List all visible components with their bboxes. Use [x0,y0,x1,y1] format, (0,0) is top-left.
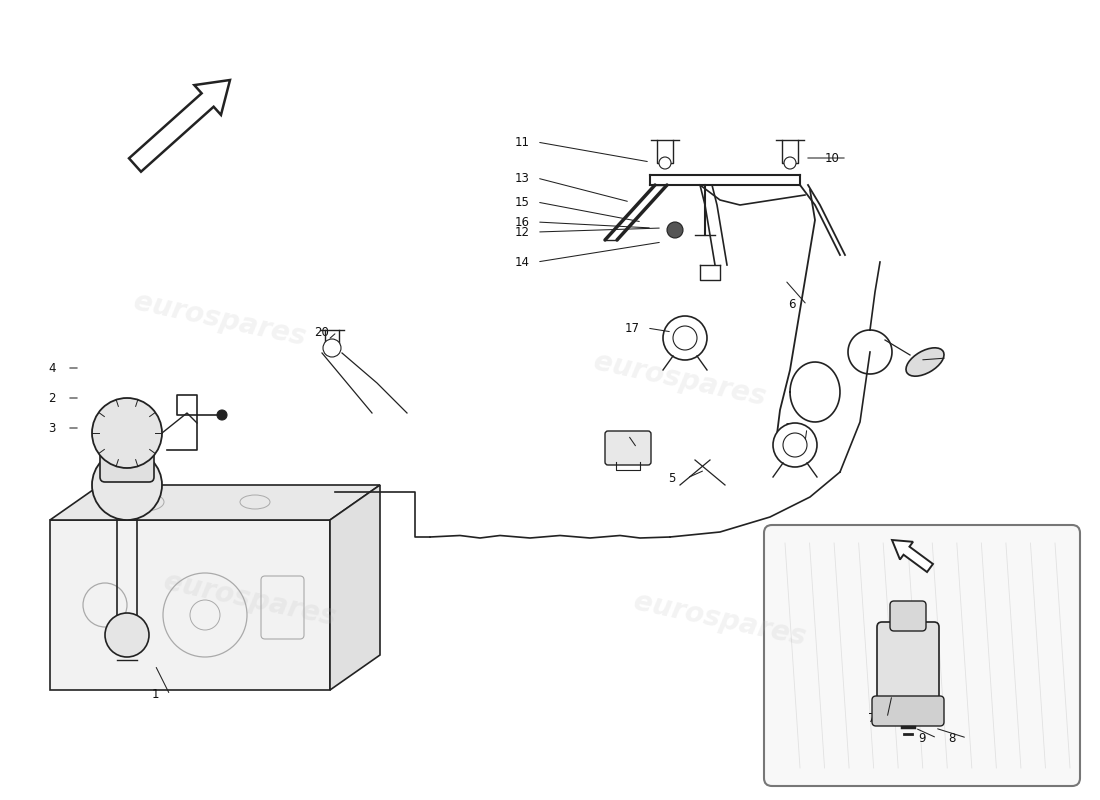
Text: 8: 8 [948,731,956,745]
Circle shape [659,157,671,169]
Text: eurospares: eurospares [592,348,769,412]
Polygon shape [50,520,330,690]
Text: 7: 7 [868,711,876,725]
Polygon shape [330,485,380,690]
Text: eurospares: eurospares [131,288,309,352]
Ellipse shape [906,348,944,376]
Circle shape [92,450,162,520]
FancyBboxPatch shape [605,431,651,465]
Text: eurospares: eurospares [631,588,808,652]
Text: 4: 4 [48,362,56,374]
FancyBboxPatch shape [764,525,1080,786]
Circle shape [667,222,683,238]
Text: 17: 17 [784,422,800,434]
Circle shape [104,613,148,657]
Text: 3: 3 [48,422,56,434]
Text: 15: 15 [515,195,529,209]
FancyArrow shape [892,540,933,572]
Circle shape [92,398,162,468]
Text: 16: 16 [515,215,529,229]
Text: 17: 17 [625,322,639,334]
Text: 13: 13 [515,171,529,185]
Polygon shape [50,485,380,520]
Circle shape [217,410,227,420]
Text: 12: 12 [515,226,529,238]
Text: eurospares: eurospares [162,568,339,632]
FancyBboxPatch shape [872,696,944,726]
Text: 2: 2 [48,391,56,405]
Circle shape [663,316,707,360]
Text: 14: 14 [515,255,529,269]
FancyBboxPatch shape [100,450,154,482]
Circle shape [323,339,341,357]
Text: 1: 1 [152,689,158,702]
Text: 19: 19 [615,442,629,454]
FancyBboxPatch shape [877,622,939,702]
FancyBboxPatch shape [890,601,926,631]
Text: 11: 11 [515,135,529,149]
FancyArrow shape [129,80,230,172]
Text: 20: 20 [315,326,329,338]
Text: 5: 5 [669,471,675,485]
Circle shape [784,157,796,169]
Circle shape [773,423,817,467]
Text: 18: 18 [925,351,939,365]
Text: 10: 10 [825,151,839,165]
Text: 6: 6 [789,298,795,311]
Text: 9: 9 [918,731,926,745]
